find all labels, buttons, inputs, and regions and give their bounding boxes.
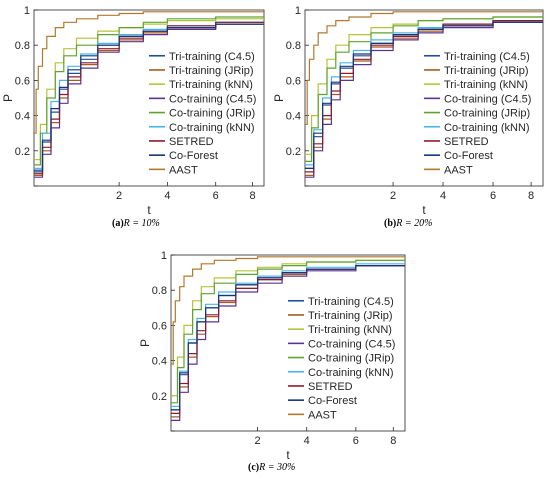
legend-label-0-7: Co-Forest xyxy=(169,150,218,162)
legend-label-1-7: Co-Forest xyxy=(444,150,493,162)
x-tick-label-2-2: 6 xyxy=(353,435,359,447)
series-line-0-8 xyxy=(34,11,264,134)
series-line-2-4 xyxy=(171,259,405,404)
series-line-1-4 xyxy=(305,16,543,162)
x-tick-label-0-2: 6 xyxy=(213,190,219,202)
caption-b: (b)R = 20% xyxy=(384,218,432,229)
legend-label-0-4: Co-training (JRip) xyxy=(169,108,255,120)
caption-a-label: (a) xyxy=(112,218,124,229)
x-axis-label-0: t xyxy=(147,203,151,217)
x-tick-label-1-1: 4 xyxy=(440,190,446,202)
x-axis-label-1: t xyxy=(422,203,426,217)
legend-label-1-4: Co-training (JRip) xyxy=(444,108,530,120)
y-tick-label-0-4: 0.8 xyxy=(15,40,30,52)
legend-label-2-6: SETRED xyxy=(308,381,353,393)
caption-c-text: R = 30% xyxy=(259,462,296,473)
x-tick-label-1-3: 8 xyxy=(528,190,534,202)
y-tick-label-0-2: 0.4 xyxy=(15,111,30,123)
legend-label-2-2: Tri-training (kNN) xyxy=(308,324,392,336)
caption-c: (c)R = 30% xyxy=(248,462,295,473)
chart-0: 0.2 0.4 0.6 0.8 1 2 4 6 8 t P Tri-training (C4.5) Tr… xyxy=(1,5,265,217)
chart-2: 0.2 0.4 0.6 0.8 1 2 4 6 8 t P Tri-training (C4.5) Tr… xyxy=(138,250,406,462)
legend-label-2-3: Co-training (C4.5) xyxy=(308,338,395,350)
legend-label-2-7: Co-Forest xyxy=(308,395,357,407)
caption-b-text: R = 20% xyxy=(396,218,433,229)
chart-1: 0.2 0.4 0.6 0.8 1 2 4 6 8 t P Tri-training (C4.5) Tr… xyxy=(272,5,544,217)
y-tick-label-0-1: 0.2 xyxy=(15,146,30,158)
legend-label-0-0: Tri-training (C4.5) xyxy=(169,51,255,63)
y-tick-label-1-5: 1 xyxy=(295,5,301,17)
x-tick-label-2-3: 8 xyxy=(390,435,396,447)
caption-b-label: (b) xyxy=(384,218,397,229)
caption-a: (a)R = 10% xyxy=(112,218,160,229)
legend-label-2-5: Co-training (kNN) xyxy=(308,367,394,379)
y-axis-label-2: P xyxy=(138,339,152,347)
y-tick-label-1-4: 0.8 xyxy=(286,40,301,52)
y-tick-label-2-4: 0.8 xyxy=(152,285,167,297)
x-tick-label-1-0: 2 xyxy=(390,190,396,202)
series-line-2-7 xyxy=(171,265,405,411)
legend-label-2-0: Tri-training (C4.5) xyxy=(308,296,394,308)
legend-label-0-1: Tri-training (JRip) xyxy=(169,65,254,77)
y-tick-label-0-5: 1 xyxy=(24,5,30,17)
legend-label-2-8: AAST xyxy=(308,409,337,421)
legend-label-0-2: Tri-training (kNN) xyxy=(169,79,253,91)
legend-label-0-3: Co-training (C4.5) xyxy=(169,93,256,105)
y-axis-label-1: P xyxy=(272,94,286,102)
x-axis-label-2: t xyxy=(286,448,290,462)
series-line-0-4 xyxy=(34,16,264,166)
x-tick-label-0-3: 8 xyxy=(249,190,255,202)
legend-label-0-6: SETRED xyxy=(169,136,214,148)
legend-label-0-5: Co-training (kNN) xyxy=(169,122,255,134)
y-tick-label-1-1: 0.2 xyxy=(286,146,301,158)
legend-label-1-0: Tri-training (C4.5) xyxy=(444,51,530,63)
x-tick-label-1-2: 6 xyxy=(490,190,496,202)
y-tick-label-1-2: 0.4 xyxy=(286,111,301,123)
y-tick-label-2-5: 1 xyxy=(161,250,167,262)
caption-a-text: R = 10% xyxy=(123,218,160,229)
legend-label-0-8: AAST xyxy=(169,164,198,176)
x-tick-label-2-0: 2 xyxy=(255,435,261,447)
x-tick-label-0-1: 4 xyxy=(164,190,170,202)
legend-label-1-5: Co-training (kNN) xyxy=(444,122,530,134)
y-tick-label-1-3: 0.6 xyxy=(286,75,301,87)
y-tick-label-2-1: 0.2 xyxy=(152,391,167,403)
series-line-1-7 xyxy=(305,21,543,169)
y-axis-label-0: P xyxy=(1,94,15,102)
x-tick-label-0-0: 2 xyxy=(116,190,122,202)
y-tick-label-0-3: 0.6 xyxy=(15,75,30,87)
legend-label-2-1: Tri-training (JRip) xyxy=(308,310,393,322)
series-line-1-8 xyxy=(305,11,543,125)
x-tick-label-2-1: 4 xyxy=(304,435,310,447)
legend-label-1-6: SETRED xyxy=(444,136,489,148)
y-tick-label-2-2: 0.4 xyxy=(152,356,167,368)
series-line-0-7 xyxy=(34,23,264,171)
legend-label-1-1: Tri-training (JRip) xyxy=(444,65,529,77)
y-tick-label-2-3: 0.6 xyxy=(152,320,167,332)
legend-label-1-2: Tri-training (kNN) xyxy=(444,79,528,91)
legend-label-1-3: Co-training (C4.5) xyxy=(444,93,531,105)
legend-label-1-8: AAST xyxy=(444,164,473,176)
caption-c-label: (c) xyxy=(248,462,260,473)
series-line-2-8 xyxy=(171,256,405,365)
legend-label-2-4: Co-training (JRip) xyxy=(308,353,394,365)
